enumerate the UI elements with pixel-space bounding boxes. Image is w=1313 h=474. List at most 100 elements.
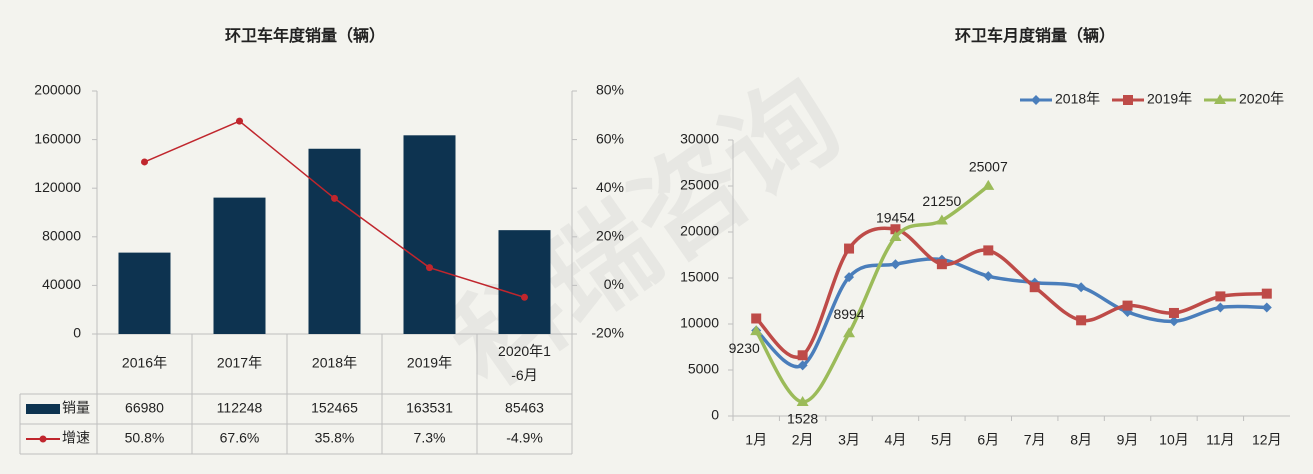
x-tick-label: 12月	[1252, 432, 1282, 448]
point	[983, 271, 994, 282]
y-tick-label: 80000	[42, 228, 81, 244]
chart-title: 环卫车年度销量（辆）	[225, 26, 385, 45]
point	[797, 350, 808, 361]
x-tick-label: 10月	[1159, 432, 1189, 448]
y2-tick-label: 20%	[596, 228, 624, 244]
x-tick-label: 8月	[1070, 432, 1092, 448]
chart-title: 环卫车月度销量（辆）	[955, 26, 1115, 45]
point	[890, 259, 901, 270]
y-tick-label: 160000	[34, 130, 81, 146]
point	[797, 360, 808, 371]
point	[1076, 282, 1087, 293]
point	[1214, 94, 1226, 104]
table-value: 67.6%	[220, 430, 260, 446]
legend-label: 2019年	[1147, 91, 1192, 107]
table-value: 112248	[217, 400, 263, 416]
data-label: 8994	[833, 306, 864, 322]
point	[521, 293, 528, 301]
y2-tick-label: 80%	[596, 82, 624, 98]
x-tick-label: 9月	[1117, 432, 1139, 448]
table-value: 152465	[311, 400, 358, 416]
bar	[308, 148, 361, 334]
point	[1029, 282, 1040, 293]
y-tick-label: 15000	[680, 269, 719, 285]
point	[1215, 302, 1226, 313]
point	[426, 264, 433, 272]
x-tick-label: 4月	[885, 432, 907, 448]
point	[331, 194, 338, 202]
point	[236, 117, 243, 125]
x-tick-label: 7月	[1024, 432, 1046, 448]
point	[844, 243, 855, 254]
point	[751, 313, 762, 324]
y2-tick-label: 40%	[596, 179, 624, 195]
y-tick-label: 30000	[680, 131, 719, 147]
table-value: 66980	[125, 400, 164, 416]
point	[1122, 300, 1133, 311]
table-value: 163531	[406, 400, 453, 416]
y-tick-label: 10000	[680, 315, 719, 331]
point	[890, 224, 901, 235]
legend-swatch	[39, 435, 47, 443]
bar	[118, 252, 171, 334]
legend-label: 销量	[62, 400, 90, 416]
x-tick-label: 11月	[1206, 432, 1235, 448]
bar	[403, 135, 456, 334]
point	[935, 214, 948, 225]
y-tick-label: 0	[73, 325, 81, 341]
x-tick-label: 6月	[977, 432, 999, 448]
point	[141, 158, 148, 166]
point	[1123, 95, 1133, 105]
data-label: 19454	[876, 210, 915, 226]
x-tick-label: 2016年	[122, 355, 167, 371]
point	[982, 179, 995, 190]
point	[1215, 291, 1226, 302]
y-tick-label: 5000	[688, 361, 719, 377]
x-tick-label: 2017年	[217, 355, 262, 371]
y-tick-label: 0	[711, 407, 719, 423]
point	[843, 327, 856, 338]
x-tick-label: 2019年	[407, 355, 452, 371]
point	[983, 245, 994, 256]
point	[1031, 95, 1041, 105]
data-label: 25007	[969, 159, 1008, 175]
x-tick-label: 2月	[792, 432, 814, 448]
y-tick-label: 20000	[680, 223, 719, 239]
point	[1261, 302, 1272, 313]
point	[1261, 288, 1272, 299]
legend-label: 2020年	[1239, 91, 1284, 107]
y-tick-label: 200000	[34, 82, 81, 98]
x-tick-label: 5月	[931, 432, 953, 448]
y-tick-label: 25000	[680, 177, 719, 193]
legend-label: 增速	[62, 430, 90, 446]
legend-swatch	[26, 404, 60, 414]
y2-tick-label: 0%	[604, 276, 624, 292]
point	[750, 325, 763, 336]
bar	[213, 197, 266, 334]
bar	[498, 230, 551, 334]
table-value: 85463	[505, 400, 544, 416]
x-tick-label: 2018年	[312, 355, 357, 371]
data-label: 9230	[729, 340, 760, 356]
table-value: 7.3%	[414, 430, 446, 446]
x-tick-label: 1月	[745, 432, 767, 448]
x-tick-label: 3月	[838, 432, 860, 448]
point	[889, 231, 902, 242]
table-value: 35.8%	[315, 430, 355, 446]
point	[936, 259, 947, 270]
point	[1076, 315, 1087, 326]
legend-label: 2018年	[1055, 91, 1100, 107]
y-tick-label: 40000	[42, 276, 81, 292]
point	[1168, 307, 1179, 318]
table-value: 50.8%	[125, 430, 165, 446]
x-tick-label: 2020年1 -6月	[498, 343, 551, 383]
y2-tick-label: 60%	[596, 130, 624, 146]
data-label: 21250	[922, 193, 961, 209]
point	[844, 272, 855, 283]
table-value: -4.9%	[506, 430, 543, 446]
y2-tick-label: -20%	[591, 325, 624, 341]
point	[1168, 316, 1179, 327]
y-tick-label: 120000	[34, 179, 81, 195]
data-label: 1528	[787, 411, 818, 427]
